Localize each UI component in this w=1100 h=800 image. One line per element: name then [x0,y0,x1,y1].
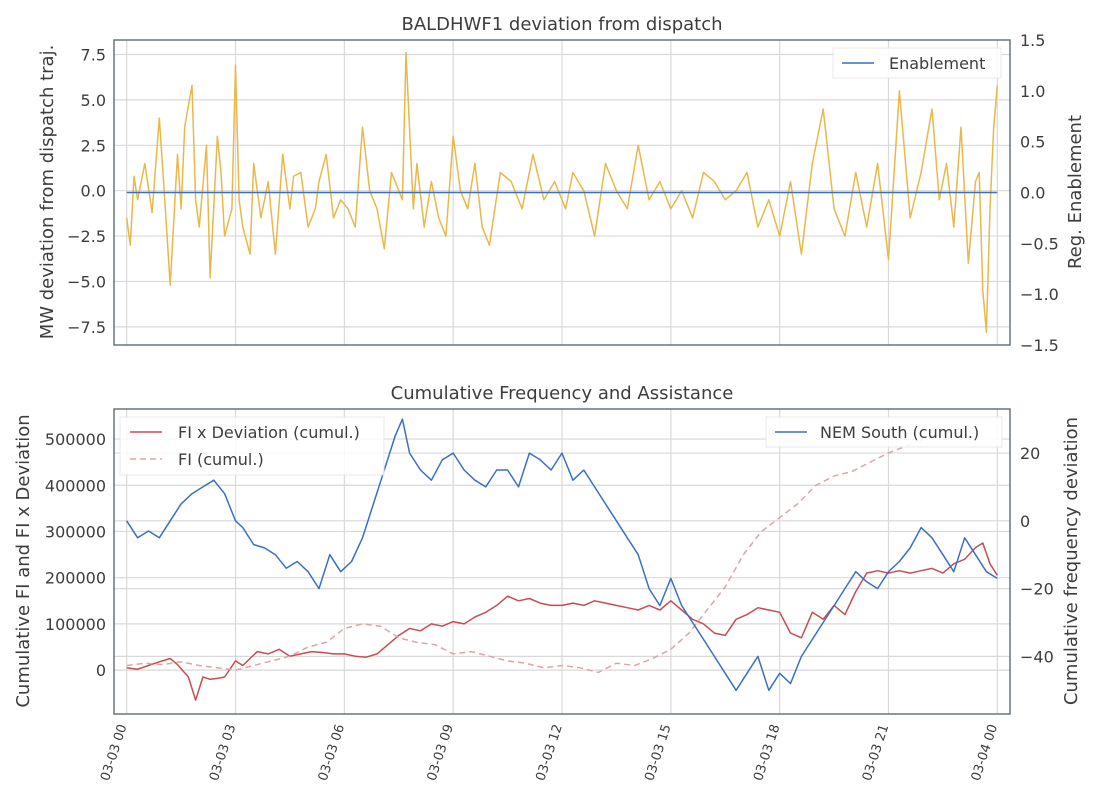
top-right-tick-label: −0.5 [1020,234,1059,253]
top-left-tick-label: 5.0 [81,91,106,110]
bottom-left-tick-label: 100000 [45,615,106,634]
x-tick-label: 03-03 09 [425,723,457,783]
bottom-right-tick-label: 0 [1020,512,1030,531]
x-tick-label: 03-03 18 [751,723,783,783]
legend-label-enablement: Enablement [889,54,985,73]
top-left-tick-label: 0.0 [81,182,106,201]
top-left-tick-label: 7.5 [81,46,106,65]
top-plot-frame [113,39,1011,346]
top-left-tick-label: −5.0 [67,272,106,291]
legend-label-nem-south: NEM South (cumul.) [820,423,979,442]
top-right-tick-label: 1.0 [1020,82,1045,101]
top-right-tick-label: 1.5 [1020,31,1045,50]
x-tick-label: 03-03 06 [316,723,348,783]
bottom-right-tick-label: −40 [1020,647,1054,666]
x-tick-label: 03-04 00 [969,723,1001,783]
bottom-left-tick-label: 400000 [45,476,106,495]
bottom-right-axis-label: Cumulative frequency deviation [1061,417,1082,705]
top-right-tick-label: −1.5 [1020,336,1059,355]
x-tick-label: 03-03 21 [860,723,892,783]
x-tick-label: 03-03 03 [207,723,239,783]
legend-label-fi: FI (cumul.) [178,450,264,469]
bottom-series-line-1 [126,424,973,674]
top-right-tick-label: 0.5 [1020,133,1045,152]
top-chart: BALDHWF1 deviation from dispatch −7.5 −5.… [37,14,1086,355]
bottom-legend-right: NEM South (cumul.) [765,416,1003,448]
top-left-tick-label: 2.5 [81,136,106,155]
bottom-chart: Cumulative Frequency and Assistance 0 100… [13,383,1082,783]
bottom-legend-left: FI x Deviation (cumul.) FI (cumul.) [119,416,385,476]
bottom-left-tick-label: 200000 [45,569,106,588]
top-legend: Enablement [832,47,1002,79]
top-left-tick-label: −2.5 [67,227,106,246]
bottom-right-tick-label: −20 [1020,580,1054,599]
bottom-left-tick-label: 300000 [45,522,106,541]
top-series-line-0 [125,51,999,334]
top-left-axis-label: MW deviation from dispatch traj. [37,45,58,340]
bottom-series-line-0 [126,542,998,701]
bottom-right-tick-label: 20 [1020,444,1040,463]
top-right-axis-label: Reg. Enablement [1065,115,1086,269]
top-left-tick-label: −7.5 [67,318,106,337]
x-tick-label: 03-03 15 [642,723,674,783]
top-right-tick-label: 0.0 [1020,184,1045,203]
top-right-tick-label: −1.0 [1020,285,1059,304]
bottom-left-axis-label: Cumulative FI and FI x Deviation [13,414,34,707]
x-tick-label: 03-03 00 [98,723,130,783]
legend-label-fi-x-deviation: FI x Deviation (cumul.) [178,423,360,442]
bottom-left-tick-label: 500000 [45,430,106,449]
bottom-left-tick-label: 0 [96,661,106,680]
x-tick-label: 03-03 12 [533,723,565,783]
top-chart-title: BALDHWF1 deviation from dispatch [401,14,722,35]
bottom-chart-title: Cumulative Frequency and Assistance [391,383,734,404]
bottom-series-line-2 [126,418,998,692]
bottom-plot-frame [113,408,1011,715]
